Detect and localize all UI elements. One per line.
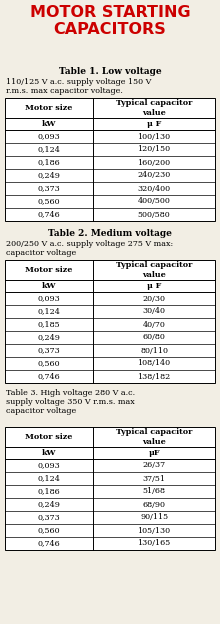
Text: 160/200: 160/200 <box>138 158 171 167</box>
Text: 0,560: 0,560 <box>38 198 60 205</box>
Text: 0,249: 0,249 <box>38 172 61 180</box>
Text: Typical capacitor
value: Typical capacitor value <box>116 429 192 446</box>
Text: 0,093: 0,093 <box>38 462 61 469</box>
Text: MOTOR STARTING
CAPACITORS: MOTOR STARTING CAPACITORS <box>30 5 190 37</box>
Text: μ F: μ F <box>147 282 161 290</box>
Text: 0,249: 0,249 <box>38 333 61 341</box>
Text: 120/150: 120/150 <box>138 145 171 154</box>
Text: 0,746: 0,746 <box>38 373 61 381</box>
Text: Table 3. High voltage 280 V a.c.
supply voltage 350 V r.m.s. max
capacitor volta: Table 3. High voltage 280 V a.c. supply … <box>6 389 135 416</box>
Text: 51/68: 51/68 <box>143 487 166 495</box>
Text: 320/400: 320/400 <box>138 185 171 192</box>
Text: 240/230: 240/230 <box>138 172 171 180</box>
Text: Motor size: Motor size <box>26 433 73 441</box>
Text: 200/250 V a.c. supply voltage 275 V max:
capacitor voltage: 200/250 V a.c. supply voltage 275 V max:… <box>6 240 173 257</box>
Text: 105/130: 105/130 <box>138 527 171 535</box>
Text: 90/115: 90/115 <box>140 514 168 522</box>
Text: 68/90: 68/90 <box>143 500 166 509</box>
Text: 40/70: 40/70 <box>143 321 165 328</box>
Text: 0,373: 0,373 <box>38 185 61 192</box>
Text: Table 1. Low voltage: Table 1. Low voltage <box>59 67 161 76</box>
Text: 0,124: 0,124 <box>38 474 61 482</box>
Text: 110/125 V a.c. supply voltage 150 V
r.m.s. max capacitor voltage.: 110/125 V a.c. supply voltage 150 V r.m.… <box>6 78 151 95</box>
Text: 0,093: 0,093 <box>38 295 61 303</box>
Text: 400/500: 400/500 <box>138 198 170 205</box>
Text: 0,373: 0,373 <box>38 514 61 522</box>
Bar <box>5 260 215 383</box>
Text: Table 2. Medium voltage: Table 2. Medium voltage <box>48 229 172 238</box>
Text: 0,746: 0,746 <box>38 210 61 218</box>
Text: μF: μF <box>148 449 160 457</box>
Text: 138/182: 138/182 <box>138 373 171 381</box>
Text: 0,185: 0,185 <box>38 321 60 328</box>
Text: 100/130: 100/130 <box>138 132 171 140</box>
Text: kW: kW <box>42 449 56 457</box>
Text: 30/40: 30/40 <box>143 308 166 316</box>
Text: 0,249: 0,249 <box>38 500 61 509</box>
Text: 0,124: 0,124 <box>38 308 61 316</box>
Text: Motor size: Motor size <box>26 266 73 274</box>
Text: 0,373: 0,373 <box>38 346 61 354</box>
Text: 500/580: 500/580 <box>138 210 170 218</box>
Text: μ F: μ F <box>147 120 161 128</box>
Text: 0,560: 0,560 <box>38 359 60 368</box>
Bar <box>5 427 215 550</box>
Text: Motor size: Motor size <box>26 104 73 112</box>
Text: 0,560: 0,560 <box>38 527 60 535</box>
Text: Typical capacitor
value: Typical capacitor value <box>116 99 192 117</box>
Text: 80/110: 80/110 <box>140 346 168 354</box>
Text: 60/80: 60/80 <box>143 333 165 341</box>
Text: 20/30: 20/30 <box>143 295 166 303</box>
Text: 37/51: 37/51 <box>143 474 166 482</box>
Text: kW: kW <box>42 282 56 290</box>
Text: 26/37: 26/37 <box>143 462 166 469</box>
Text: 0,186: 0,186 <box>38 487 61 495</box>
Text: 0,746: 0,746 <box>38 540 61 547</box>
Text: 0,186: 0,186 <box>38 158 61 167</box>
Text: 108/140: 108/140 <box>138 359 171 368</box>
Text: 0,093: 0,093 <box>38 132 61 140</box>
Text: 130/165: 130/165 <box>138 540 171 547</box>
Text: kW: kW <box>42 120 56 128</box>
Bar <box>5 98 215 221</box>
Text: Typical capacitor
value: Typical capacitor value <box>116 261 192 278</box>
Text: 0,124: 0,124 <box>38 145 61 154</box>
